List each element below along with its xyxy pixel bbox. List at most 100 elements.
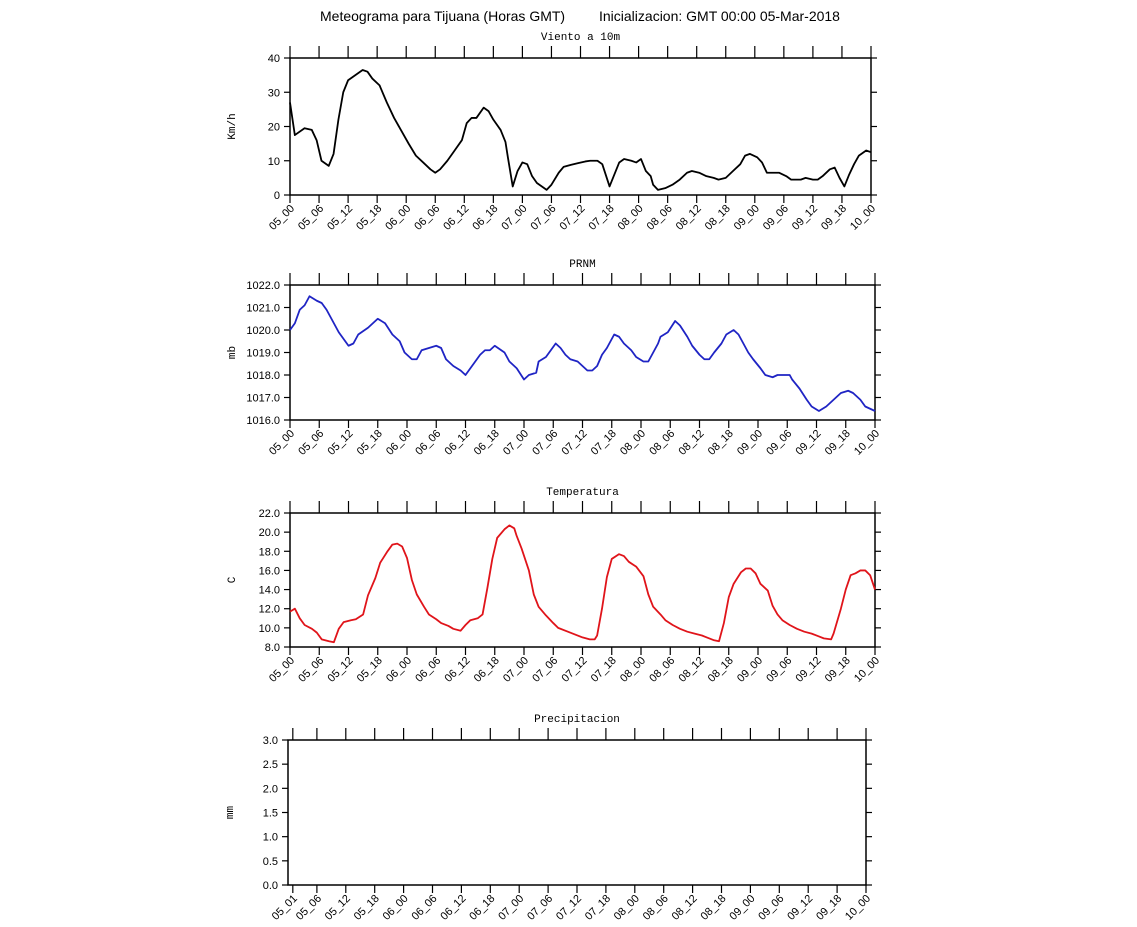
x-tick-label: 07_06: [530, 428, 560, 458]
x-tick-label: 06_12: [438, 893, 468, 923]
y-tick-label: 1021.0: [246, 303, 280, 315]
y-tick-label: 0.5: [263, 856, 278, 868]
x-tick-label: 06_18: [472, 655, 502, 685]
x-tick-label: 09_00: [735, 655, 765, 685]
y-tick-label: 1.5: [263, 808, 278, 820]
y-tick-label: 2.5: [263, 759, 278, 771]
x-tick-label: 09_18: [819, 203, 849, 233]
x-tick-label: 07_18: [583, 893, 613, 923]
x-tick-label: 05_12: [326, 655, 356, 685]
x-tick-label: 06_00: [381, 893, 411, 923]
data-line: [289, 69, 872, 191]
x-tick-label: 09_18: [823, 428, 853, 458]
x-tick-label: 08_00: [618, 655, 648, 685]
x-tick-label: 08_00: [612, 893, 642, 923]
panel-title: Viento a 10m: [541, 32, 621, 44]
y-tick-label: 16.0: [259, 565, 280, 577]
x-tick-label: 09_12: [794, 655, 824, 685]
x-tick-label: 05_18: [354, 203, 384, 233]
x-tick-label: 09_18: [823, 655, 853, 685]
x-tick-label: 05_06: [296, 428, 326, 458]
x-tick-label: 07_00: [501, 655, 531, 685]
x-tick-label: 07_12: [560, 428, 590, 458]
x-tick-label: 06_00: [384, 428, 414, 458]
y-tick-label: 10.0: [259, 623, 280, 635]
x-tick-label: 07_12: [558, 203, 588, 233]
x-tick-label: 06_18: [470, 203, 500, 233]
y-tick-label: 1016.0: [246, 415, 280, 427]
x-tick-label: 08_06: [641, 893, 671, 923]
x-tick-label: 10_00: [852, 655, 882, 685]
x-tick-label: 08_18: [703, 203, 733, 233]
x-tick-label: 09_00: [735, 428, 765, 458]
x-tick-label: 05_00: [267, 203, 297, 233]
y-axis-label: C: [227, 576, 239, 583]
x-tick-label: 09_12: [794, 428, 824, 458]
x-tick-label: 08_12: [670, 893, 700, 923]
y-tick-label: 22.0: [259, 508, 280, 520]
x-tick-label: 06_12: [443, 655, 473, 685]
x-tick-label: 05_12: [323, 893, 353, 923]
x-tick-label: 06_00: [383, 203, 413, 233]
y-tick-label: 18.0: [259, 546, 280, 558]
y-tick-label: 20: [268, 122, 280, 134]
x-tick-label: 09_00: [732, 203, 762, 233]
x-tick-label: 06_06: [410, 893, 440, 923]
x-tick-label: 10_00: [852, 428, 882, 458]
panel-title: PRNM: [569, 259, 595, 271]
x-tick-label: 05_18: [355, 428, 385, 458]
x-tick-label: 07_18: [589, 655, 619, 685]
x-tick-label: 07_06: [528, 203, 558, 233]
y-tick-label: 14.0: [259, 585, 280, 597]
x-tick-label: 08_18: [706, 428, 736, 458]
x-tick-label: 08_18: [699, 893, 729, 923]
y-tick-label: 8.0: [265, 642, 280, 654]
init-subtitle: Inicializacion: GMT 00:00 05-Mar-2018: [599, 8, 840, 24]
x-tick-label: 09_12: [785, 893, 815, 923]
x-tick-label: 07_18: [589, 428, 619, 458]
x-tick-label: 05_18: [355, 655, 385, 685]
plot-frame: [287, 739, 867, 886]
y-tick-label: 10: [268, 156, 280, 168]
y-axis-label: mb: [227, 346, 239, 359]
panel-title: Temperatura: [546, 487, 619, 499]
x-tick-label: 06_06: [412, 203, 442, 233]
x-tick-label: 05_12: [325, 203, 355, 233]
y-tick-label: 2.0: [263, 783, 278, 795]
x-tick-label: 07_00: [496, 893, 526, 923]
x-tick-label: 10_00: [848, 203, 878, 233]
x-tick-label: 06_18: [467, 893, 497, 923]
x-tick-label: 05_06: [296, 203, 326, 233]
x-tick-label: 10_00: [843, 893, 873, 923]
x-tick-label: 06_06: [413, 428, 443, 458]
x-tick-label: 05_06: [294, 893, 324, 923]
y-axis-label: Km/h: [227, 113, 239, 139]
y-tick-label: 40: [268, 53, 280, 65]
x-tick-label: 07_18: [587, 203, 617, 233]
data-line: [289, 524, 876, 644]
x-tick-label: 08_00: [616, 203, 646, 233]
x-tick-label: 07_06: [530, 655, 560, 685]
y-tick-label: 30: [268, 87, 280, 99]
x-tick-label: 08_06: [645, 203, 675, 233]
x-tick-label: 07_12: [560, 655, 590, 685]
x-tick-label: 07_06: [525, 893, 555, 923]
plot-frame: [289, 284, 876, 421]
plot-frame: [289, 57, 872, 196]
x-tick-label: 08_06: [647, 428, 677, 458]
main-title: Meteograma para Tijuana (Horas GMT): [320, 8, 565, 24]
y-tick-label: 3.0: [263, 735, 278, 747]
x-tick-label: 08_18: [706, 655, 736, 685]
y-tick-label: 12.0: [259, 604, 280, 616]
y-tick-label: 0.0: [263, 880, 278, 892]
x-tick-label: 09_06: [764, 655, 794, 685]
x-tick-label: 08_12: [677, 655, 707, 685]
x-tick-label: 09_18: [814, 893, 844, 923]
x-tick-label: 09_12: [790, 203, 820, 233]
x-tick-label: 07_00: [501, 428, 531, 458]
x-tick-label: 09_00: [727, 893, 757, 923]
x-tick-label: 08_00: [618, 428, 648, 458]
y-tick-label: 1018.0: [246, 370, 280, 382]
x-tick-label: 06_18: [472, 428, 502, 458]
